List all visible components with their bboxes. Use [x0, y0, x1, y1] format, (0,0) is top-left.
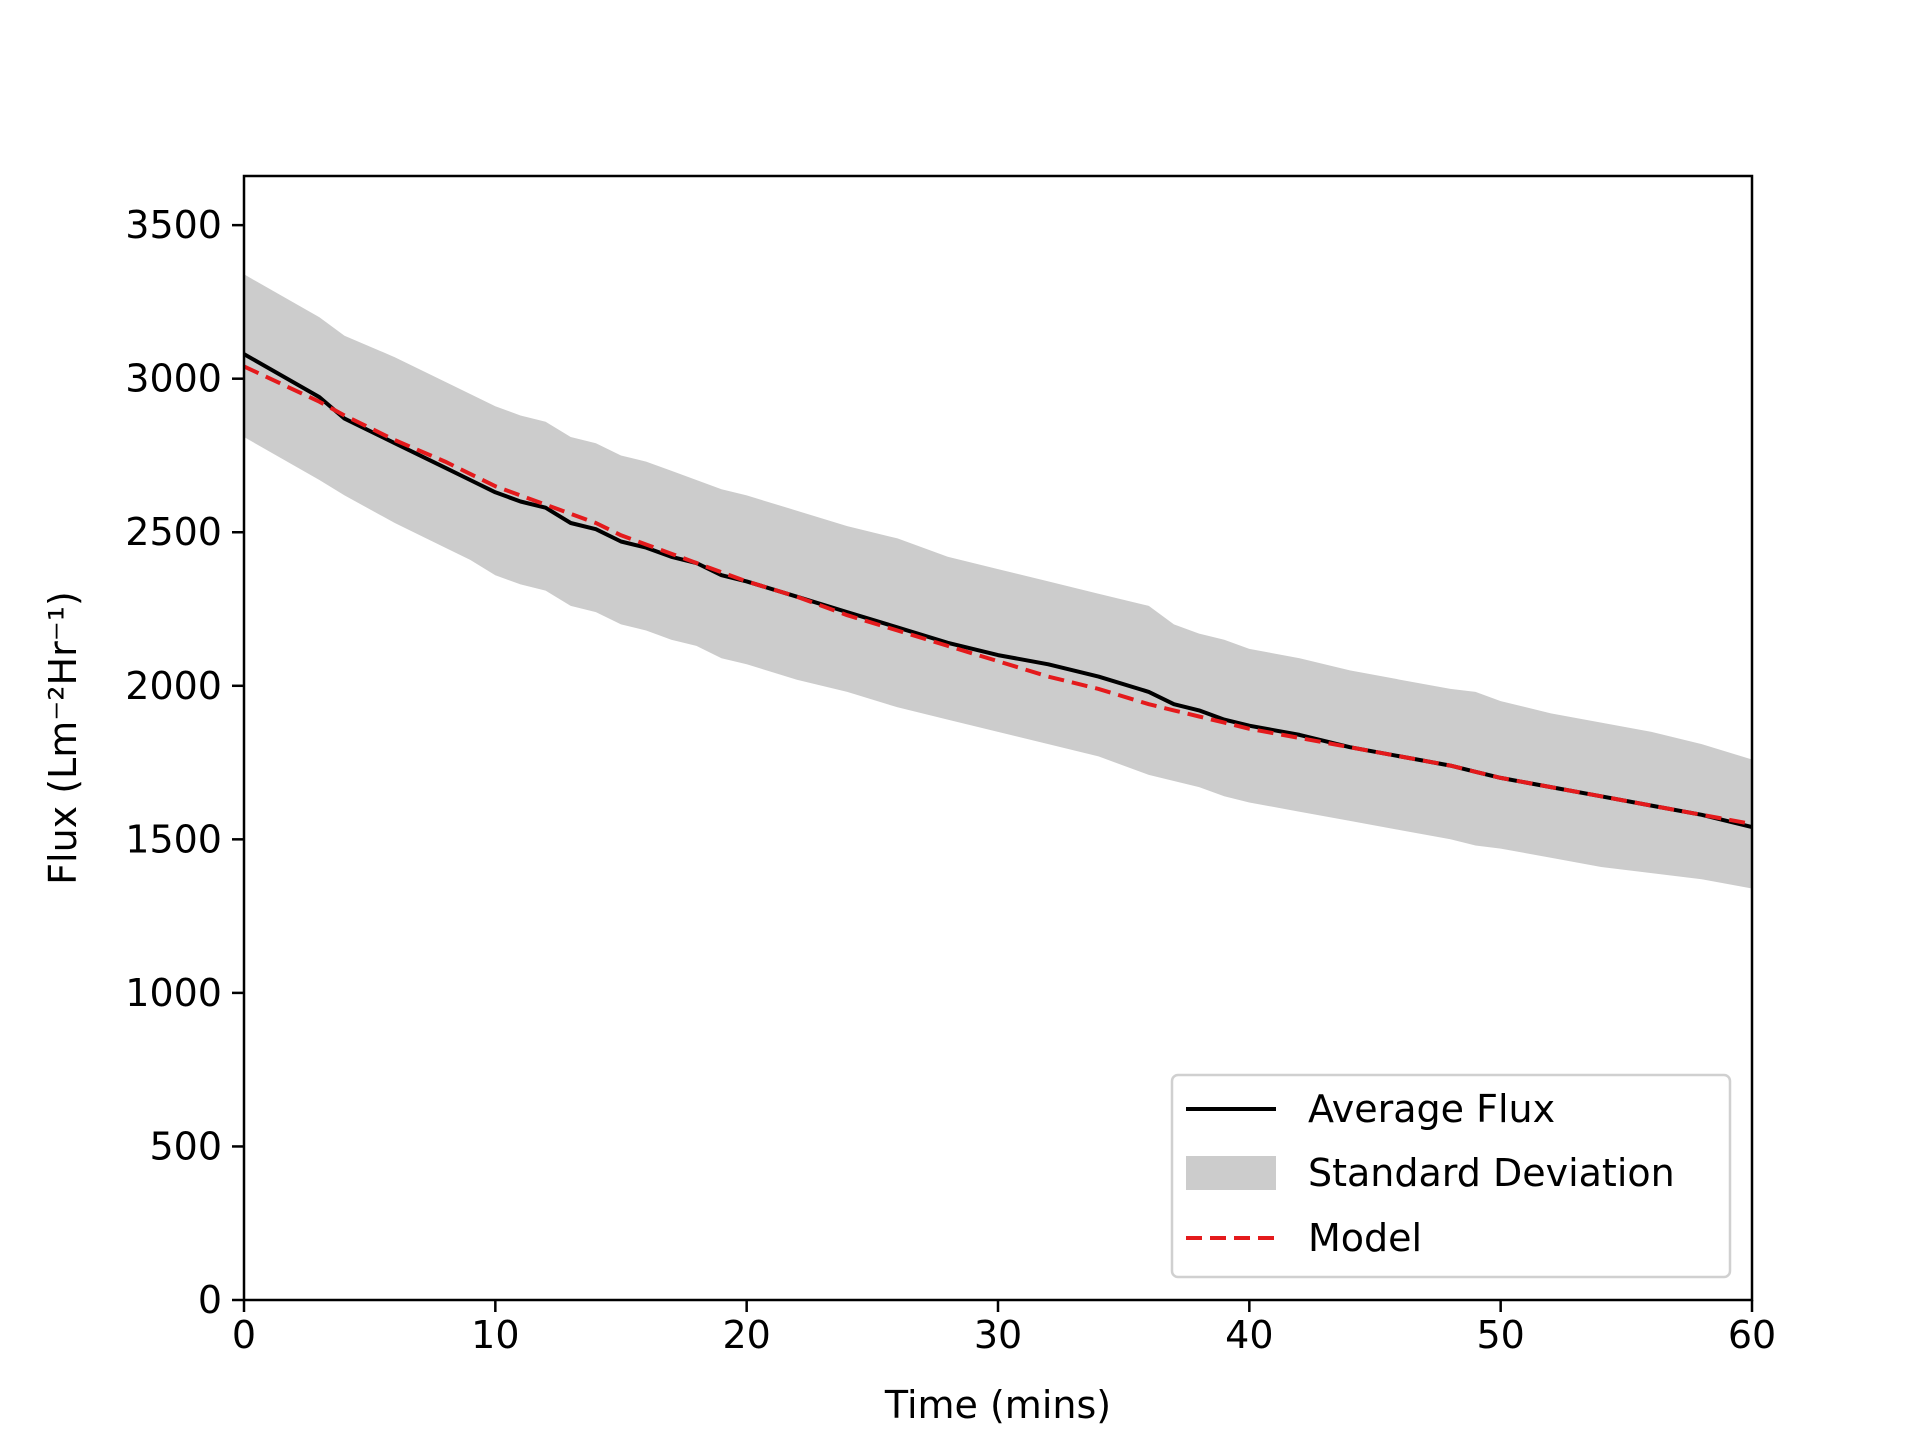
- y-axis-title: Flux (Lm⁻²Hr⁻¹): [41, 591, 85, 885]
- legend-label-model: Model: [1308, 1216, 1422, 1260]
- y-tick-label: 2500: [125, 510, 222, 554]
- average-flux-line: [243, 352, 1753, 830]
- x-tick-label: 0: [232, 1313, 256, 1357]
- y-axis: 0 500 1000 1500 2000 2500 3000 3500: [125, 203, 244, 1322]
- legend-label-average-flux: Average Flux: [1308, 1087, 1555, 1131]
- legend-label-standard-deviation: Standard Deviation: [1308, 1151, 1675, 1195]
- legend: Average Flux Standard Deviation Model: [1170, 1073, 1732, 1279]
- x-tick-label: 10: [471, 1313, 519, 1357]
- x-tick-label: 20: [722, 1313, 770, 1357]
- legend-swatch-standard-deviation: [1186, 1156, 1276, 1190]
- y-tick-label: 3000: [125, 357, 222, 401]
- x-tick-label: 30: [974, 1313, 1022, 1357]
- y-tick-label: 0: [198, 1278, 222, 1322]
- x-tick-label: 60: [1728, 1313, 1776, 1357]
- std-deviation-band: [244, 274, 1752, 889]
- y-tick-label: 3500: [125, 203, 222, 247]
- x-tick-label: 40: [1225, 1313, 1273, 1357]
- y-tick-label: 1500: [125, 817, 222, 861]
- y-tick-label: 2000: [125, 664, 222, 708]
- model-line: [243, 364, 1753, 826]
- series-layer: [243, 274, 1753, 889]
- x-tick-label: 50: [1476, 1313, 1524, 1357]
- legend-box: [1170, 1073, 1732, 1279]
- y-tick-label: 500: [149, 1124, 222, 1168]
- y-tick-label: 1000: [125, 971, 222, 1015]
- x-axis: 0 10 20 30 40 50 60: [232, 1300, 1776, 1357]
- x-axis-title: Time (mins): [884, 1383, 1111, 1427]
